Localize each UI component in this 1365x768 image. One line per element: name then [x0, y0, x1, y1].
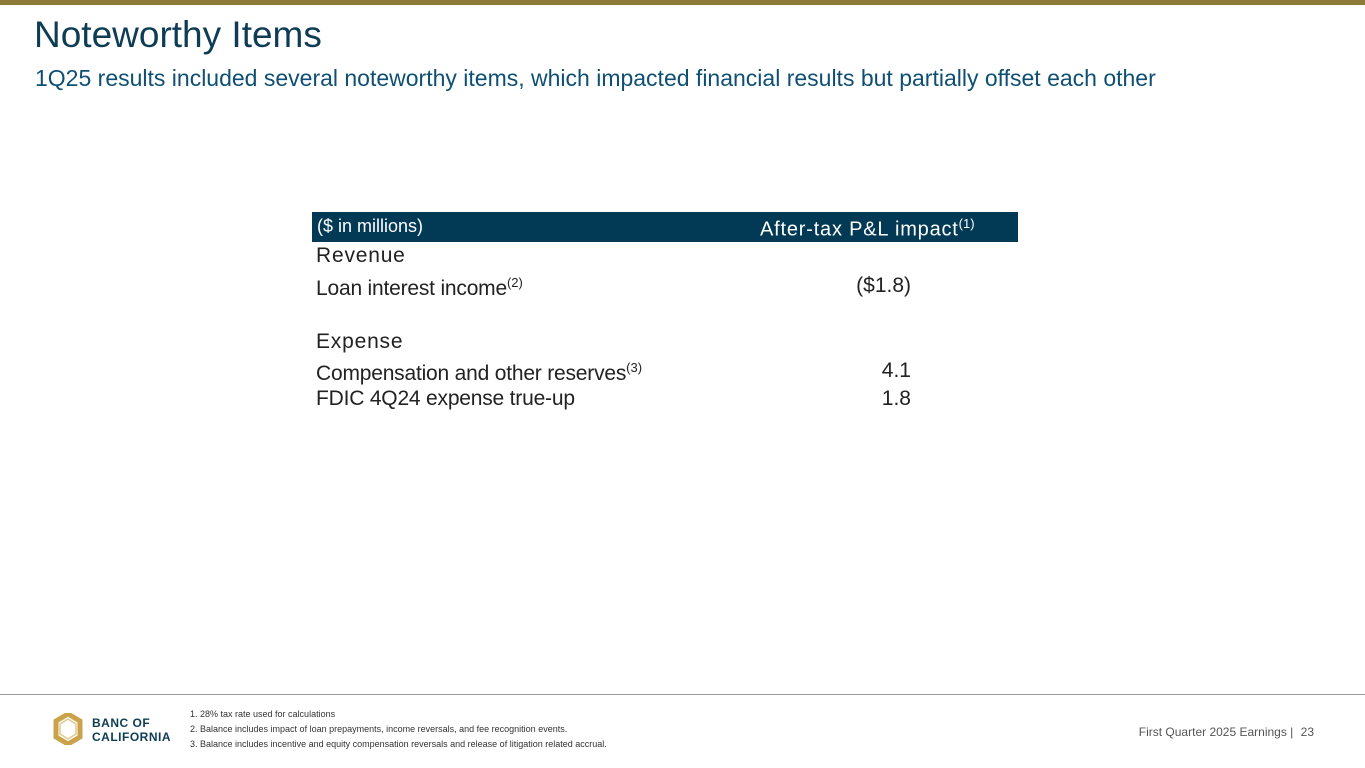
- footer-divider: [0, 694, 1365, 695]
- row-label-compensation-reserves: Compensation and other reserves(3): [316, 360, 642, 386]
- section-expense: Expense: [316, 330, 404, 353]
- banc-of-california-logo: [53, 713, 83, 745]
- top-accent-bar: [0, 0, 1365, 5]
- page-title: Noteworthy Items: [34, 14, 322, 55]
- row-label-loan-interest-income: Loan interest income(2): [316, 275, 523, 301]
- page-number: 23: [1300, 725, 1314, 739]
- row-value-loan-interest-income: ($1.8): [856, 274, 911, 297]
- unit-label: ($ in millions): [317, 216, 424, 236]
- logo-line-1: BANC OF: [92, 716, 151, 730]
- row-label-text: Compensation and other reserves: [316, 362, 627, 385]
- row-label-fdic-true-up: FDIC 4Q24 expense true-up: [316, 387, 575, 411]
- logo-wordmark: BANC OF CALIFORNIA: [92, 716, 171, 744]
- section-revenue: Revenue: [316, 244, 406, 267]
- value-header-text: After-tax P&L impact: [760, 218, 959, 241]
- value-column-header: After-tax P&L impact(1): [760, 216, 975, 242]
- value-header-note: (1): [958, 216, 975, 231]
- footnote: 3. Balance includes incentive and equity…: [190, 739, 607, 749]
- row-note: (3): [626, 360, 643, 375]
- row-value-compensation-reserves: 4.1: [881, 359, 911, 382]
- report-label: First Quarter 2025 Earnings |: [1138, 725, 1294, 739]
- page-subtitle: 1Q25 results included several noteworthy…: [35, 65, 1156, 91]
- row-label-text: FDIC 4Q24 expense true-up: [316, 387, 575, 410]
- row-label-text: Loan interest income: [316, 277, 507, 300]
- row-note: (2): [506, 275, 523, 290]
- footnote: 1. 28% tax rate used for calculations: [190, 709, 336, 719]
- footnote: 2. Balance includes impact of loan prepa…: [190, 724, 568, 734]
- footnotes: 1. 28% tax rate used for calculations 2.…: [190, 707, 607, 752]
- table-header: ($ in millions) After-tax P&L impact(1): [312, 212, 1018, 242]
- footer-report-info: First Quarter 2025 Earnings | 23: [1139, 725, 1314, 739]
- row-value-fdic-true-up: 1.8: [881, 387, 911, 410]
- logo-line-2: CALIFORNIA: [92, 730, 171, 744]
